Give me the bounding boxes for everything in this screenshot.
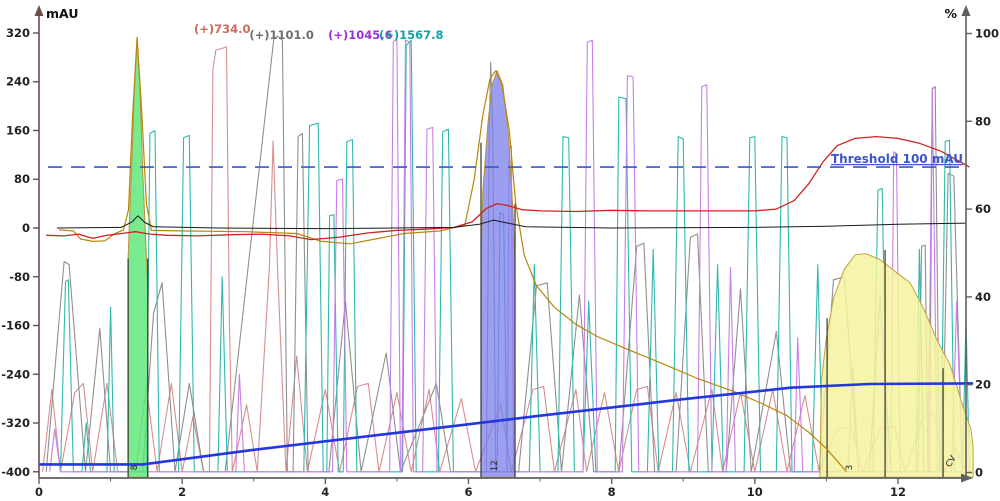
x-axis-arrow-icon <box>961 473 973 483</box>
fraction-label-8: 8 <box>130 465 140 470</box>
series-ms-cyan <box>59 39 971 473</box>
x-tick-label: 8 <box>608 485 616 499</box>
x-tick-label: 0 <box>35 485 43 499</box>
right-tick-label: 0 <box>975 466 983 480</box>
x-tick-label: 4 <box>321 485 329 499</box>
left-axis-arrow-icon <box>34 5 44 16</box>
left-tick-label: -240 <box>1 367 30 381</box>
left-tick-label: 240 <box>6 75 30 89</box>
fraction-label-3: 3 <box>845 465 855 470</box>
annotation-3: (+)1045.6 <box>328 28 393 42</box>
x-tick-label: 12 <box>890 485 906 499</box>
left-tick-label: 0 <box>22 221 30 235</box>
right-tick-label: 20 <box>975 378 991 392</box>
left-tick-label: 320 <box>6 26 30 40</box>
left-tick-label: -400 <box>1 465 30 479</box>
left-axis-unit-label: mAU <box>46 6 78 21</box>
left-tick-label: -160 <box>1 319 30 333</box>
right-axis-arrow-icon <box>961 5 971 16</box>
right-axis-unit-label: % <box>944 6 957 21</box>
annotation-4: (+)1567.8 <box>379 28 444 42</box>
x-tick-label: 10 <box>747 485 763 499</box>
right-tick-label: 100 <box>975 27 999 41</box>
left-tick-label: -320 <box>1 416 30 430</box>
left-tick-label: 80 <box>14 172 30 186</box>
series-uv-red <box>46 135 970 241</box>
series-ph-olive <box>58 36 847 473</box>
region-pool-green <box>127 37 149 478</box>
region-pool-yellow <box>819 253 974 478</box>
fraction-label-12: 12 <box>490 460 500 471</box>
series-uv2-black <box>56 215 967 230</box>
annotation-1: (+)734.0 <box>194 22 251 36</box>
x-tick-label: 2 <box>178 485 186 499</box>
x-tick-label: 6 <box>464 485 472 499</box>
series-cond-blue <box>39 382 974 466</box>
left-tick-label: -80 <box>9 270 30 284</box>
annotation-2: (+)1101.0 <box>249 28 314 42</box>
left-tick-label: 160 <box>6 123 30 137</box>
right-tick-label: 40 <box>975 290 991 304</box>
right-tick-label: 80 <box>975 114 991 128</box>
threshold-label: Threshold 100 mAU <box>831 152 963 166</box>
right-tick-label: 60 <box>975 202 991 216</box>
